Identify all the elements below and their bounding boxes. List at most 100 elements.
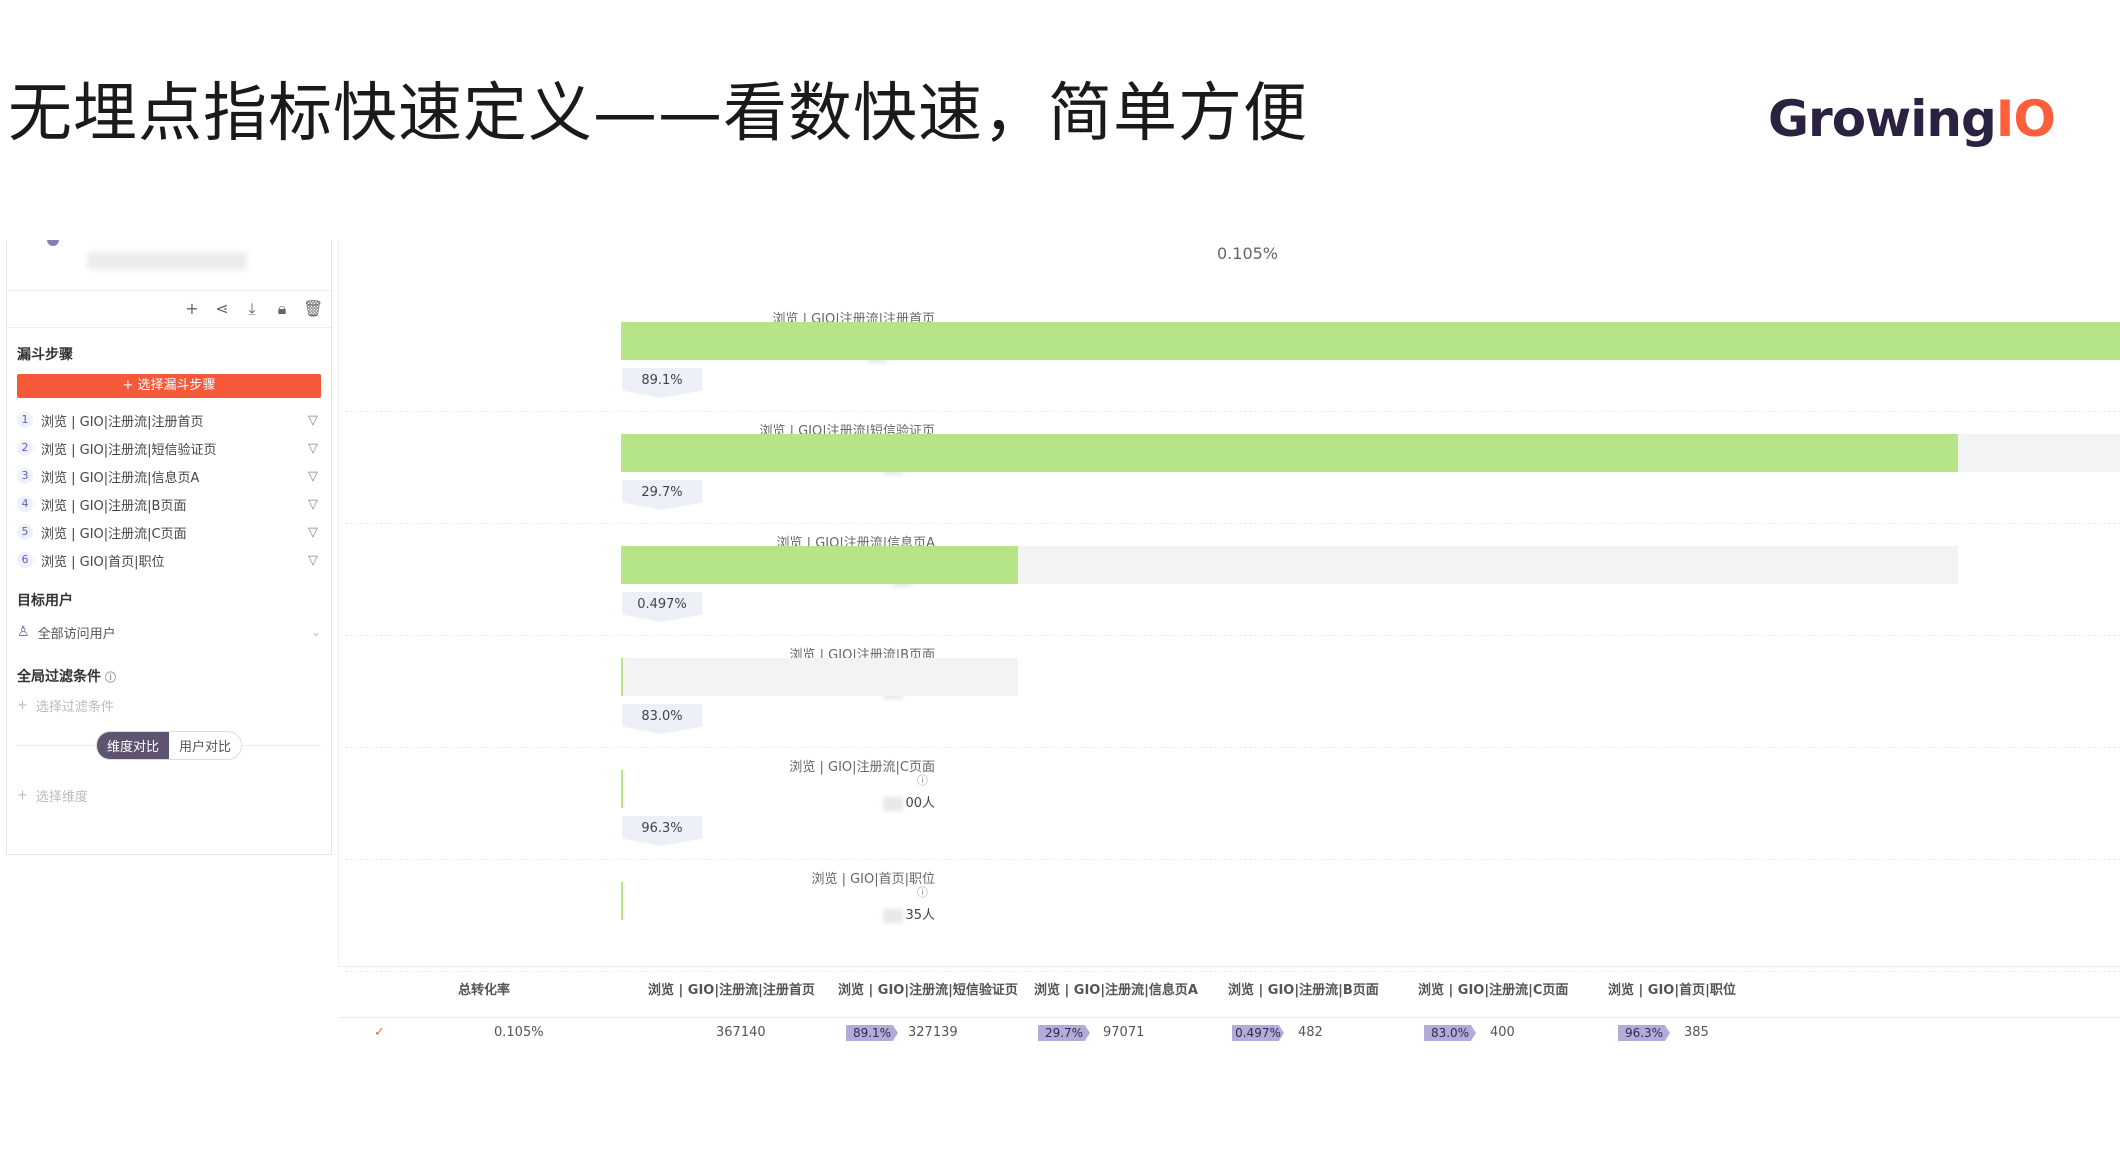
filter-icon[interactable]: ▽ — [308, 440, 318, 456]
list-item[interactable]: 2 浏览 | GIO|注册流|短信验证页 ▽ — [7, 434, 331, 462]
rate-chip: 83.0% — [1424, 1025, 1476, 1041]
bar[interactable] — [621, 658, 623, 696]
growingio-logo: GrowingIO — [1768, 90, 2056, 148]
row-divider — [345, 747, 2120, 748]
funnel-chart: 0.105% 浏览 | GIO|注册流|注册首页ⓘ7140人89.1%浏览 | … — [338, 240, 2120, 972]
step-label: 浏览 | GIO|注册流|C页面 — [41, 526, 187, 542]
step-label: 浏览 | GIO|注册流|注册首页 — [41, 414, 204, 430]
list-item[interactable]: 3 浏览 | GIO|注册流|信息页A ▽ — [7, 462, 331, 490]
filter-icon[interactable]: ▽ — [308, 524, 318, 540]
table-header[interactable]: 浏览 | GIO|注册流|B页面 — [1228, 983, 1379, 998]
table-header[interactable]: 浏览 | GIO|注册流|注册首页 — [648, 983, 815, 998]
select-funnel-steps-button[interactable]: + 选择漏斗步骤 — [17, 374, 321, 398]
table-cell: 367140 — [716, 1025, 766, 1040]
filter-icon[interactable]: ▽ — [308, 468, 318, 484]
row-divider — [345, 859, 2120, 860]
step-number: 2 — [17, 440, 33, 456]
brand-suffix: IO — [1995, 90, 2056, 148]
lock-icon[interactable]: 🔒︎ — [277, 299, 287, 318]
step-number: 4 — [17, 496, 33, 512]
rate-chip: 29.7% — [1038, 1025, 1090, 1041]
download-icon[interactable]: ⤓ — [248, 299, 256, 318]
tab-dimension-compare[interactable]: 维度对比 — [96, 731, 169, 759]
filter-placeholder: 选择过滤条件 — [35, 699, 114, 715]
table-header[interactable]: 浏览 | GIO|注册流|信息页A — [1034, 983, 1198, 998]
step-number: 6 — [17, 552, 33, 568]
row-checkbox[interactable]: ✓ — [374, 1025, 385, 1040]
table-cell: 400 — [1490, 1025, 1515, 1040]
bar-track — [621, 658, 1018, 696]
step-conversion-rate: 96.3% — [622, 816, 702, 846]
list-item[interactable]: 1 浏览 | GIO|注册流|注册首页 ▽ — [7, 406, 331, 434]
table-cell: 482 — [1298, 1025, 1323, 1040]
table-cell-total-rate: 0.105% — [494, 1025, 544, 1040]
target-users-select[interactable]: ♙ 全部访问用户 ⌄ — [7, 614, 331, 650]
tab-user-compare[interactable]: 用户对比 — [179, 739, 232, 755]
rate-chip: 96.3% — [1618, 1025, 1670, 1041]
funnel-step-row: 浏览 | GIO|注册流|注册首页ⓘ7140人89.1% — [339, 300, 2120, 412]
plus-icon: + — [17, 787, 28, 803]
step-conversion-rate: 29.7% — [622, 480, 702, 510]
blurred-chart-name — [87, 252, 247, 270]
target-users-value: 全部访问用户 — [37, 626, 116, 642]
count-text: 35人 — [905, 908, 935, 923]
global-filter-label: 全局过滤条件 — [17, 669, 101, 685]
add-filter-button[interactable]: + 选择过滤条件 — [7, 690, 331, 720]
funnel-step-row: 浏览 | GIO|注册流|短信验证页ⓘ39人29.7% — [339, 412, 2120, 524]
blurred-value — [883, 908, 904, 923]
bar-count-label: 00人 — [883, 792, 935, 811]
bar-track — [621, 882, 625, 920]
chevron-down-icon: ⌄ — [310, 625, 321, 639]
filter-icon[interactable]: ▽ — [308, 552, 318, 568]
count-text: 00人 — [905, 796, 935, 811]
rate-chip: 89.1% — [846, 1025, 898, 1041]
filter-icon[interactable]: ▽ — [308, 412, 318, 428]
info-icon[interactable]: ⓘ — [917, 886, 928, 899]
funnel-data-table: ✓ 总转化率 浏览 | GIO|注册流|注册首页 浏览 | GIO|注册流|短信验证… — [338, 966, 2120, 1047]
table-header[interactable]: 浏览 | GIO|注册流|C页面 — [1418, 983, 1569, 998]
bar[interactable] — [621, 434, 1958, 472]
step-number: 3 — [17, 468, 33, 484]
info-icon[interactable]: ⓘ — [105, 671, 116, 684]
info-icon[interactable]: ⓘ — [917, 774, 928, 787]
plus-icon[interactable]: + — [185, 299, 199, 318]
step-conversion-rate: 83.0% — [622, 704, 702, 734]
filter-icon[interactable]: ▽ — [308, 496, 318, 512]
add-dimension-button[interactable]: + 选择维度 — [7, 780, 331, 810]
step-number: 5 — [17, 524, 33, 540]
funnel-analysis-screenshot: + ⋖ ⤓ 🔒︎ 🗑︎ 漏斗步骤 + 选择漏斗步骤 1 浏览 | GIO|注册流… — [0, 240, 2120, 1046]
list-item[interactable]: 5 浏览 | GIO|注册流|C页面 ▽ — [7, 518, 331, 546]
bar[interactable] — [621, 546, 1018, 584]
trash-icon[interactable]: 🗑︎ — [303, 299, 324, 318]
step-label: 浏览 | GIO|注册流|B页面 — [41, 498, 187, 514]
bar[interactable] — [621, 322, 2120, 360]
funnel-steps-title: 漏斗步骤 — [17, 347, 73, 363]
share-icon[interactable]: ⋖ — [215, 299, 229, 318]
row-divider — [345, 635, 2120, 636]
bar-count-label: 35人 — [883, 904, 935, 923]
compare-mode-toggle: 维度对比 用户对比 — [95, 730, 243, 760]
list-item[interactable]: 6 浏览 | GIO|首页|职位 ▽ — [7, 546, 331, 574]
table-header[interactable]: 浏览 | GIO|首页|职位 — [1608, 983, 1736, 998]
bar-track — [621, 770, 625, 808]
bar[interactable] — [621, 882, 623, 920]
step-conversion-rate: 0.497% — [622, 592, 702, 622]
dimension-placeholder: 选择维度 — [35, 789, 88, 805]
row-divider — [345, 523, 2120, 524]
compare-mode-toggle-wrap: 维度对比 用户对比 — [7, 730, 331, 760]
table-header[interactable]: 浏览 | GIO|注册流|短信验证页 — [838, 983, 1018, 998]
list-item[interactable]: 4 浏览 | GIO|注册流|B页面 ▽ — [7, 490, 331, 518]
table-divider — [338, 1017, 2120, 1018]
step-conversion-rate: 89.1% — [622, 368, 702, 398]
overall-conversion-rate: 0.105% — [1217, 244, 1279, 263]
funnel-config-sidebar: + ⋖ ⤓ 🔒︎ 🗑︎ 漏斗步骤 + 选择漏斗步骤 1 浏览 | GIO|注册流… — [6, 240, 332, 855]
target-users-title: 目标用户 — [17, 593, 73, 609]
global-filter-title: 全局过滤条件 ⓘ — [7, 666, 331, 686]
funnel-step-row: 浏览 | GIO|注册流|信息页Aⓘ1人0.497% — [339, 524, 2120, 636]
user-icon: ♙ — [17, 624, 30, 640]
step-label: 浏览 | GIO|注册流|信息页A — [41, 470, 200, 486]
sidebar-header — [7, 240, 331, 291]
sidebar-toolbar: + ⋖ ⤓ 🔒︎ 🗑︎ — [7, 291, 331, 328]
bar[interactable] — [621, 770, 623, 808]
table-header[interactable]: 总转化率 — [458, 983, 511, 998]
